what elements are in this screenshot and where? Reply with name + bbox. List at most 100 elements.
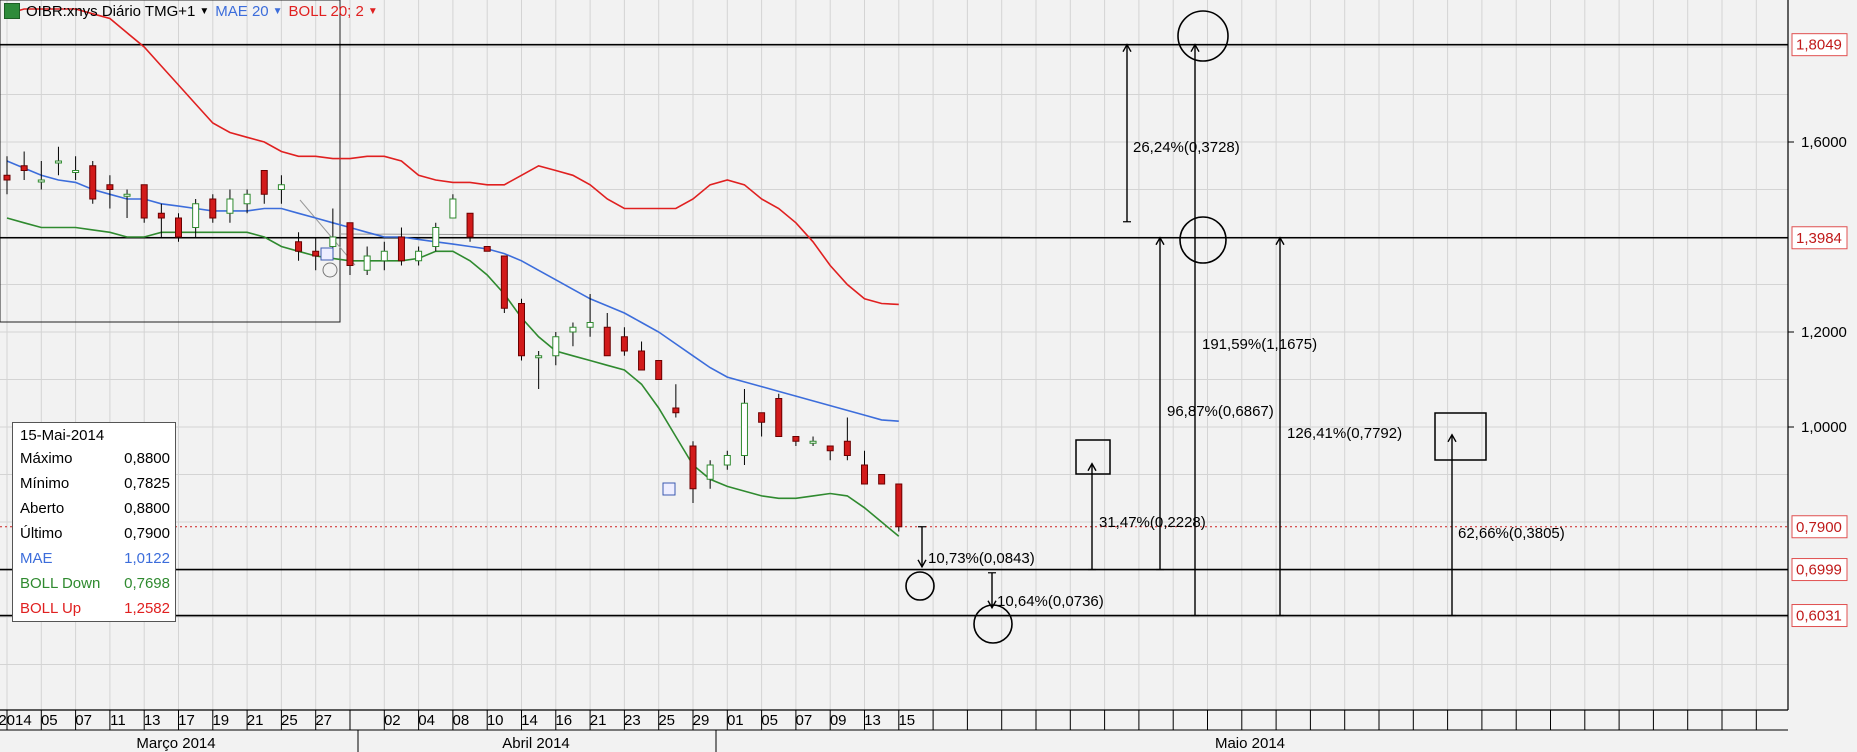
y-tick-label: 1,6000 [1801,134,1847,151]
horizontal-levels[interactable] [0,43,1788,617]
x-axis: 2014 05 07 11 13 17 19 21 25 27 02 04 08 10 14 16 21 23 25… [0,709,1857,752]
boll-up-line [6,8,899,306]
x-tick-label: 13 [864,712,881,729]
data-row-label: Máximo [20,450,73,467]
price-label-box [1791,226,1848,250]
candle [826,445,834,461]
x-tick-label: 19 [212,712,229,729]
measurement-label: 62,66%(0,3805) [1458,525,1565,542]
marker-circle [322,262,338,278]
data-row-value: 0,7825 [124,475,170,492]
target-circle [1179,216,1227,264]
measurement: 10,64%(0,0736) [987,572,1104,610]
x-tick-label: 25 [281,712,298,729]
candle-body [295,241,303,252]
measurement-label: 10,64%(0,0736) [997,593,1104,610]
x-tick-label: 05 [41,712,58,729]
month-label: Março 2014 [136,735,215,752]
candle [72,156,80,180]
candle [140,184,148,223]
candle [106,175,114,209]
x-tick-label: 23 [624,712,641,729]
x-tick-label: 10 [487,712,504,729]
trend-line [299,199,356,266]
candle-body [655,360,663,380]
candle [37,161,45,190]
candle-body [432,227,440,247]
candle [312,237,320,271]
indicator-boll[interactable]: BOLL 20; 2 ▼ [289,3,378,20]
candle-body [37,179,45,183]
candle-body [277,184,285,190]
candle-body [638,350,646,371]
x-tick-label: 02 [384,712,401,729]
chart-logo-icon [4,3,20,19]
candle-body [106,184,114,190]
caret-down-icon: ▼ [272,5,283,17]
arrow-head-icon [1190,43,1200,53]
candle-body [792,436,800,442]
candle [209,194,217,223]
annotations[interactable]: 26,24%(0,3728) 191,59%(1,1675) 96,87%(0,68… [905,10,1565,644]
indicator-mae[interactable]: MAE 20 ▼ [215,3,282,20]
price-label-box [1791,604,1848,628]
candle [620,327,628,356]
candle-body [415,250,423,262]
candle-body [500,255,508,309]
candle [123,189,131,218]
candle [740,389,748,465]
measurement: 191,59%(1,1675) [1190,43,1317,617]
data-row-label: Aberto [20,500,65,517]
candle-body [603,326,611,357]
candle [449,194,457,219]
candle [380,241,388,271]
candle-body [758,412,766,423]
measurement: 126,41%(0,7792) [1275,236,1402,617]
candle [809,436,817,446]
mae-line [6,160,899,422]
data-row: BOLL Up 1,2582 [20,600,170,620]
candle-body [20,165,28,171]
candle [175,213,182,242]
measurement-label: 191,59%(1,1675) [1202,336,1317,353]
candle [655,360,663,380]
candle [689,441,697,503]
indicator-boll-label: BOLL 20; 2 [288,2,364,20]
candle-body [878,474,886,485]
candle [397,227,405,266]
data-row: Mínimo 0,7825 [20,475,170,495]
x-tick-label: 17 [178,712,195,729]
candle-body [72,170,80,173]
y-tick-label: 1,0000 [1801,419,1847,436]
candle-body [209,198,217,219]
x-tick-label: 2014 [0,712,32,729]
arrow-head-icon [1447,433,1457,443]
measurement-label: 96,87%(0,6867) [1167,403,1274,420]
measurement-label: 126,41%(0,7792) [1287,425,1402,442]
data-row-label: Mínimo [20,475,70,492]
data-row: Máximo 0,8800 [20,450,170,470]
candle [277,175,285,204]
candle-body [689,445,697,490]
x-tick-label: 16 [555,712,572,729]
arrow-head-icon [917,559,927,569]
candle [603,313,611,357]
candle [535,351,543,389]
candle-body [723,455,731,466]
boll-down-line [6,217,900,537]
candle [895,483,903,532]
price-label: 0,7900 [1796,519,1842,536]
candle-body [226,198,234,214]
candle [20,151,28,180]
price-label: 1,8049 [1796,37,1842,54]
candle-body [3,174,11,181]
price-label-box [1791,33,1848,57]
candle [723,450,731,470]
candle-body [809,440,817,444]
x-tick-label: 07 [75,712,92,729]
candle [483,246,491,252]
measurement: 96,87%(0,6867) [1155,236,1274,571]
candle-body [586,322,594,328]
instrument-selector[interactable]: OIBR:xnys Diário TMG+1 ▼ [26,3,209,20]
